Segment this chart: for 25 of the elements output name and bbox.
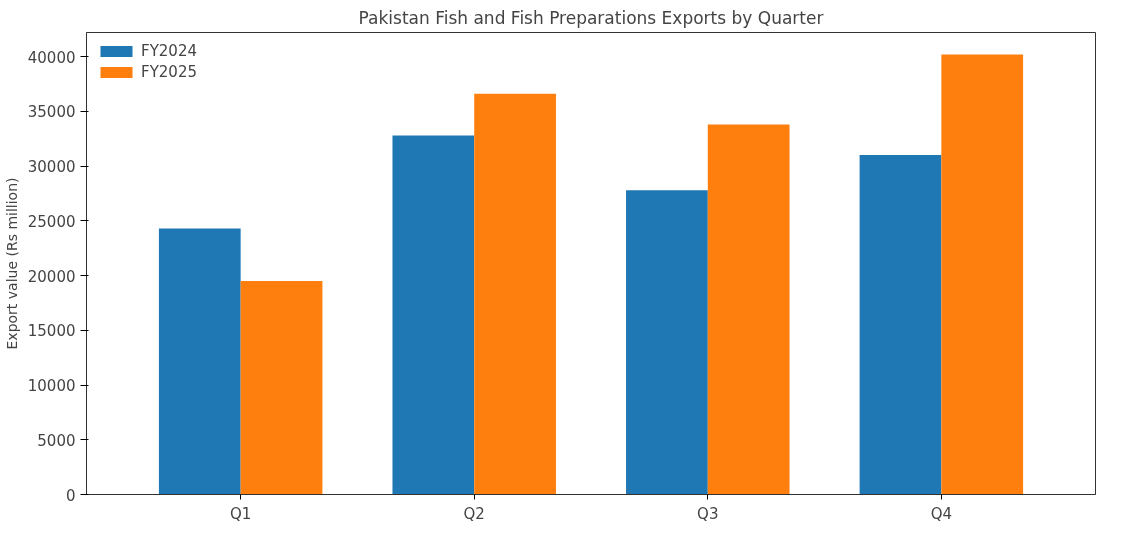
legend-label: FY2025 — [141, 63, 197, 81]
y-tick-label: 20000 — [27, 267, 76, 286]
y-tick-label: 0 — [65, 486, 76, 505]
y-tick-label: 35000 — [27, 103, 76, 122]
y-tick-label: 15000 — [27, 322, 76, 341]
chart-title: Pakistan Fish and Fish Preparations Exports by Quarter — [358, 7, 824, 28]
bar — [859, 155, 942, 495]
y-tick-label: 30000 — [27, 158, 76, 177]
bar — [392, 135, 475, 495]
x-tick-label: Q1 — [229, 504, 252, 523]
bar — [158, 228, 241, 495]
bar — [941, 54, 1024, 495]
x-tick-label: Q2 — [463, 504, 485, 523]
y-tick-label: 25000 — [27, 212, 76, 231]
legend-label: FY2024 — [141, 42, 197, 60]
y-tick-label: 5000 — [37, 431, 76, 450]
bar — [240, 281, 323, 495]
bar — [474, 93, 556, 495]
x-tick-label: Q4 — [930, 504, 953, 523]
bar — [707, 124, 790, 495]
y-axis-title: Export value (Rs million) — [3, 177, 20, 350]
x-tick-label: Q3 — [697, 504, 719, 523]
y-tick-label: 40000 — [27, 48, 76, 67]
bar — [626, 190, 708, 495]
y-tick-label: 10000 — [27, 377, 76, 396]
